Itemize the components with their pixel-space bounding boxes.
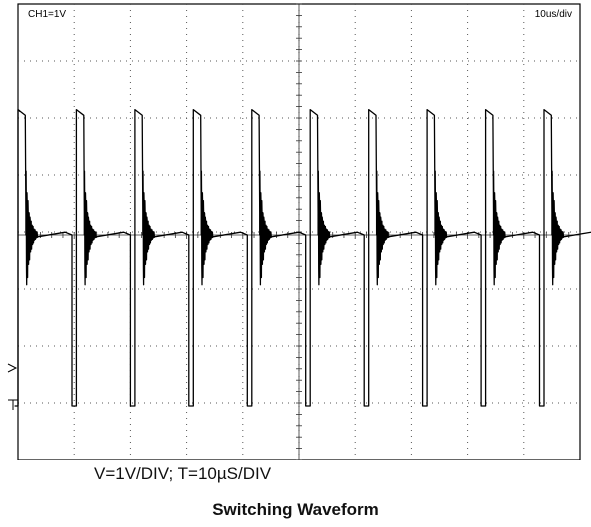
channel-label: CH1=1V xyxy=(28,9,66,20)
oscilloscope-display: CH1=1V 10us/div xyxy=(7,3,591,461)
timebase-label: 10us/div xyxy=(535,9,572,20)
trigger-marker-icon xyxy=(7,363,18,373)
waveform-leadin xyxy=(17,109,21,113)
waveform-trace xyxy=(14,108,591,407)
figure-title: Switching Waveform xyxy=(212,500,379,519)
oscilloscope-plot: CH1=1V 10us/div xyxy=(7,3,591,461)
scale-caption: V=1V/DIV; T=10µS/DIV xyxy=(94,464,272,483)
ground-marker-icon xyxy=(8,399,18,410)
